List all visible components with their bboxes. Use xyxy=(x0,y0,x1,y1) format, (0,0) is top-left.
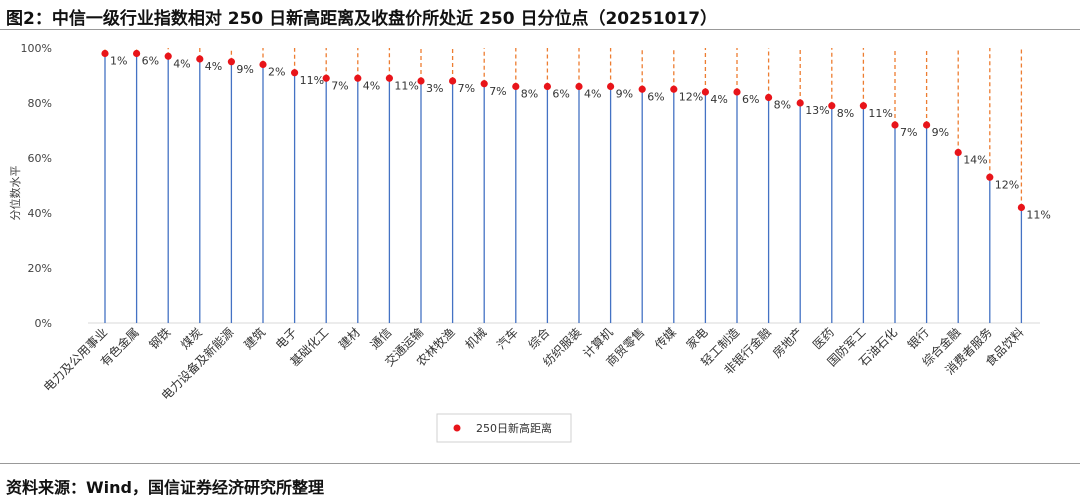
data-point xyxy=(733,88,741,96)
data-label: 7% xyxy=(331,79,348,92)
x-tick-label: 银行 xyxy=(905,325,932,352)
data-label: 12% xyxy=(995,178,1019,191)
data-label: 11% xyxy=(1026,209,1050,222)
x-tick-label: 综合 xyxy=(525,325,553,353)
data-label: 9% xyxy=(236,63,253,76)
y-tick-label: 0% xyxy=(35,317,52,330)
data-point xyxy=(859,102,868,110)
data-label: 13% xyxy=(805,104,829,117)
data-point xyxy=(291,69,299,77)
y-tick-label: 20% xyxy=(28,262,52,275)
x-tick-label: 建筑 xyxy=(241,325,269,353)
data-point xyxy=(986,173,994,181)
data-point xyxy=(449,77,457,85)
data-point xyxy=(322,74,330,82)
data-label: 7% xyxy=(489,85,506,98)
data-point xyxy=(923,121,931,129)
data-point xyxy=(101,49,109,58)
x-tick-label: 通信 xyxy=(368,325,395,352)
x-tick-label: 家电 xyxy=(683,325,711,353)
data-label: 8% xyxy=(837,107,854,120)
data-point xyxy=(164,52,172,60)
data-point xyxy=(259,60,267,69)
data-label: 9% xyxy=(616,88,633,101)
x-tick-label: 煤炭 xyxy=(178,325,205,352)
data-point xyxy=(796,99,804,107)
legend: 250日新高距离 xyxy=(436,413,572,443)
data-label: 3% xyxy=(426,82,443,95)
x-tick-label: 房地产 xyxy=(769,325,805,361)
data-point xyxy=(638,85,646,93)
data-point xyxy=(196,55,204,63)
data-label: 7% xyxy=(900,126,917,139)
legend-marker xyxy=(453,424,461,432)
y-tick-label: 100% xyxy=(21,42,52,55)
data-point xyxy=(575,82,583,91)
x-tick-label: 钢铁 xyxy=(146,325,173,352)
series-points: 1% 6% 4% 4% 9% 2% 11% 7% 4% 11% 3% 7% 7% 8% 6% 4% 9% 6% 12… xyxy=(101,49,1051,222)
data-point xyxy=(607,82,615,91)
data-point xyxy=(354,74,362,82)
data-label: 7% xyxy=(458,82,475,95)
data-point xyxy=(765,93,773,102)
y-tick-label: 40% xyxy=(28,207,52,220)
data-point xyxy=(1017,203,1025,212)
footer-divider xyxy=(0,463,1080,464)
data-point xyxy=(417,77,425,85)
y-tick-label: 60% xyxy=(28,152,52,165)
x-tick-label: 汽车 xyxy=(493,325,521,353)
data-point xyxy=(701,88,710,96)
data-point xyxy=(133,49,141,58)
x-tick-label: 传媒 xyxy=(651,325,679,353)
source-note: 资料来源：Wind，国信证券经济研究所整理 xyxy=(6,478,324,497)
data-label: 4% xyxy=(173,57,190,70)
data-label: 9% xyxy=(932,126,949,139)
chart-canvas: 0% 20% 40% 60% 80% 100% 分位数水平 1% 6% 4% 4% 9% 2% 11%… xyxy=(8,42,1051,443)
title-divider xyxy=(0,29,1080,30)
data-point xyxy=(512,82,520,91)
x-tick-label: 医药 xyxy=(810,325,837,352)
data-point xyxy=(480,80,488,88)
data-label: 12% xyxy=(679,90,703,103)
legend-label: 250日新高距离 xyxy=(476,421,552,435)
data-point xyxy=(954,148,962,157)
data-label: 4% xyxy=(363,79,380,92)
data-label: 14% xyxy=(963,154,987,167)
x-tick-label: 电子 xyxy=(273,325,300,352)
data-label: 4% xyxy=(710,93,727,106)
data-point xyxy=(828,102,836,110)
data-label: 8% xyxy=(521,88,538,101)
data-point xyxy=(227,58,235,66)
chart-title: 图2：中信一级行业指数相对 250 日新高距离及收盘价所处近 250 日分位点（… xyxy=(6,9,718,29)
data-point xyxy=(891,121,899,129)
series-stems xyxy=(104,48,1023,323)
data-label: 6% xyxy=(552,88,569,101)
data-label: 6% xyxy=(742,93,759,106)
data-label: 11% xyxy=(300,74,324,87)
data-label: 8% xyxy=(774,99,791,112)
data-label: 4% xyxy=(584,88,601,101)
y-axis-label: 分位数水平 xyxy=(8,166,22,221)
data-label: 1% xyxy=(110,55,127,68)
y-axis: 0% 20% 40% 60% 80% 100% xyxy=(21,42,1040,330)
data-label: 6% xyxy=(647,90,664,103)
x-tick-label: 机械 xyxy=(462,325,490,353)
data-label: 11% xyxy=(868,107,892,120)
data-point xyxy=(543,82,552,91)
data-label: 6% xyxy=(142,55,159,68)
data-label: 4% xyxy=(205,60,222,73)
data-label: 11% xyxy=(394,79,418,92)
data-point xyxy=(385,74,393,82)
data-point xyxy=(670,85,678,93)
y-tick-label: 80% xyxy=(28,97,52,110)
data-label: 2% xyxy=(268,66,285,79)
x-tick-label: 建材 xyxy=(336,325,363,352)
